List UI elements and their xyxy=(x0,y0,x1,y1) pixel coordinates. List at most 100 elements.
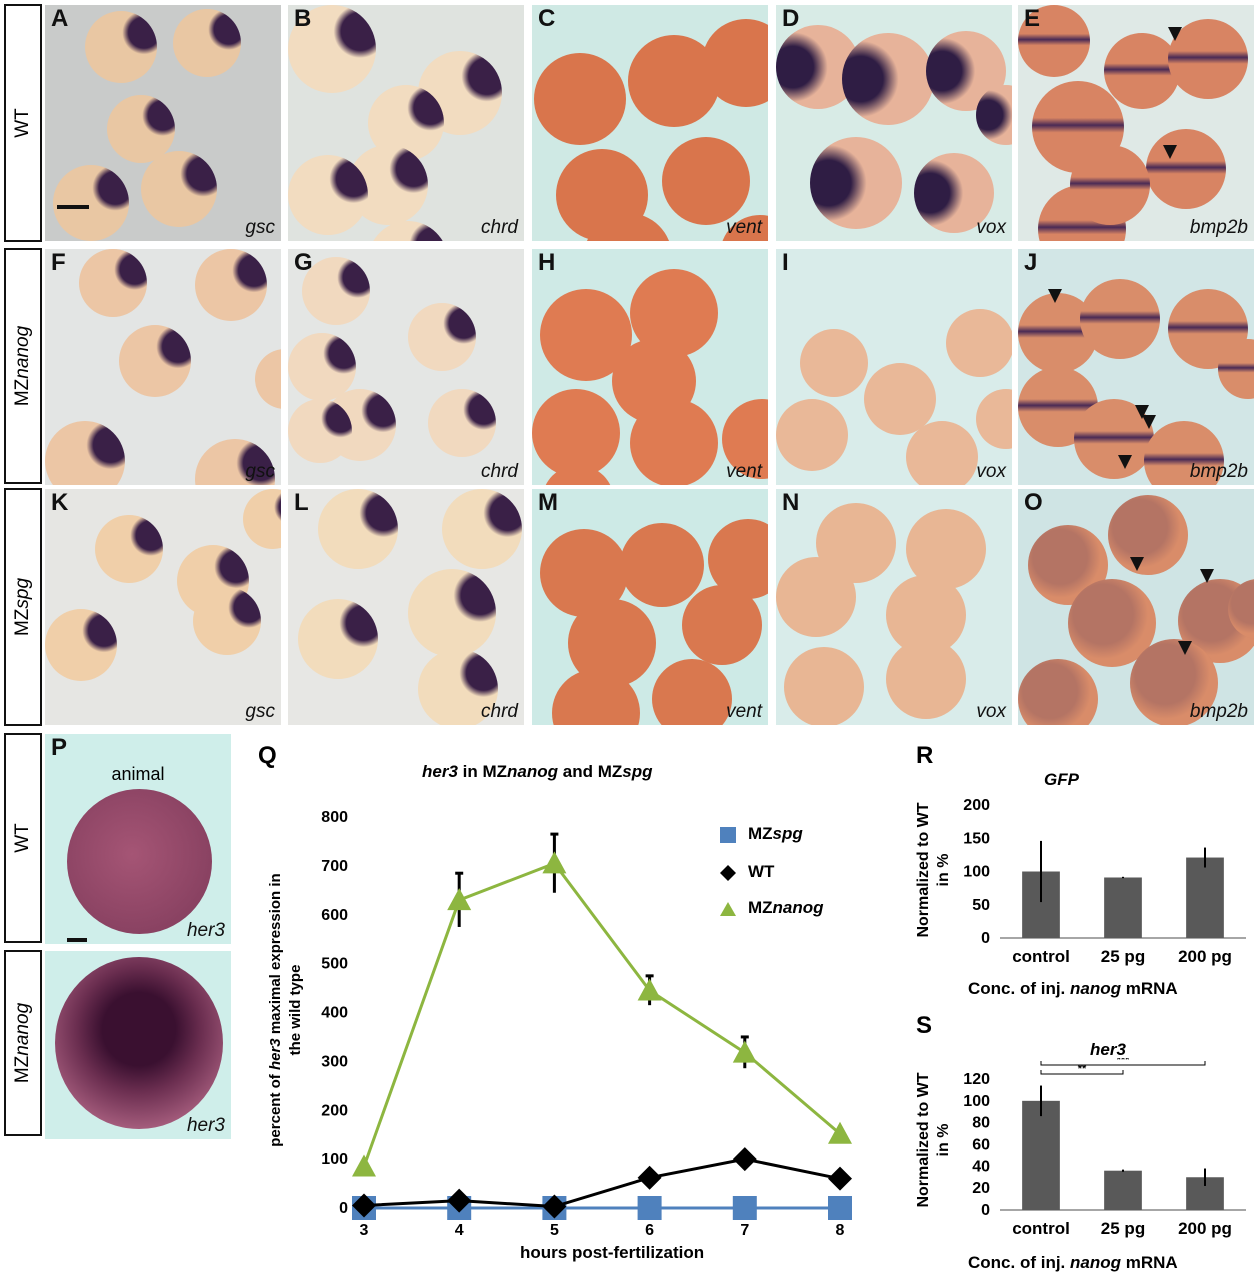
panel-letter: O xyxy=(1024,489,1043,516)
gene-label: gsc xyxy=(245,701,275,722)
panel-letter: F xyxy=(51,249,66,276)
title-part: in MZ xyxy=(457,762,508,781)
embryo xyxy=(288,399,352,463)
embryo xyxy=(95,515,163,583)
legend-diamond-icon xyxy=(720,864,736,881)
significance-bracket xyxy=(1040,1070,1124,1075)
legend-item-mznanog: MZnanog xyxy=(718,898,824,919)
legend-marker-mzspg xyxy=(720,826,736,843)
embryo xyxy=(288,333,356,401)
arrowhead-icon xyxy=(1142,415,1156,429)
embryo xyxy=(630,399,718,485)
embryo xyxy=(914,153,994,233)
legend-label-gene: spg xyxy=(772,824,803,843)
title-gene: spg xyxy=(622,762,653,781)
legend-square-icon xyxy=(720,826,736,843)
embryo xyxy=(45,421,125,485)
ylabel-part: maximal expression in xyxy=(267,873,284,1039)
title-part: and MZ xyxy=(558,762,623,781)
embryo xyxy=(368,221,448,241)
xlabel-part: mRNA xyxy=(1121,1253,1178,1272)
panel-letter: P xyxy=(51,734,68,761)
embryo xyxy=(1144,421,1224,485)
data-point-mzspg xyxy=(732,1196,757,1220)
embryo xyxy=(800,329,868,397)
data-point-mzspg xyxy=(828,1196,852,1220)
row-label-p-mznanog: MZnanog xyxy=(4,950,42,1136)
arrowhead-icon xyxy=(1200,569,1214,583)
chart-s-title: her3 xyxy=(1090,1040,1126,1059)
gene-label: vent xyxy=(726,461,762,482)
bar xyxy=(1022,1100,1060,1210)
embryo xyxy=(906,421,978,485)
embryo xyxy=(442,489,522,569)
row-label-p-wt: WT xyxy=(4,733,42,943)
embryo xyxy=(532,389,620,477)
embryo xyxy=(195,249,267,321)
xlabel-gene: nanog xyxy=(1070,1253,1121,1272)
embryo xyxy=(652,659,732,725)
data-point-mzspg xyxy=(637,1196,662,1220)
embryo xyxy=(946,309,1012,377)
gene-label: her3 xyxy=(186,1115,225,1136)
scale-bar xyxy=(57,205,89,209)
y-tick-label: 400 xyxy=(321,1005,348,1022)
ylabel-line1: Normalized to WT xyxy=(915,1072,932,1208)
chart-q-xlabel: hours post-fertilization xyxy=(520,1243,705,1262)
y-tick-label: 0 xyxy=(981,1202,990,1219)
animal-label: animal xyxy=(111,764,165,784)
panel-letter: I xyxy=(782,249,789,276)
gene-label: vent xyxy=(726,701,762,722)
embryo xyxy=(784,647,864,725)
panel-letter: H xyxy=(538,249,556,276)
embryo xyxy=(776,399,848,471)
ylabel-line1: Normalized to WT xyxy=(915,802,932,938)
chart-q-title: her3 in MZnanog and MZspg xyxy=(422,762,652,782)
legend-label: WT xyxy=(748,862,775,881)
embryo xyxy=(298,599,378,679)
scale-bar xyxy=(67,938,87,942)
bar xyxy=(1104,1170,1142,1210)
panel-letter: C xyxy=(538,5,556,32)
xlabel-gene: nanog xyxy=(1070,979,1121,998)
panel-letter: B xyxy=(294,5,312,32)
panel-letter: D xyxy=(782,5,800,32)
arrowhead-icon xyxy=(1118,455,1132,469)
data-point-mznanog xyxy=(637,978,662,1001)
embryo xyxy=(119,325,191,397)
gene-label: chrd xyxy=(481,217,518,238)
y-tick-label: 60 xyxy=(972,1137,990,1154)
legend-item-mzspg: MZspg xyxy=(718,824,803,845)
legend-triangle-icon xyxy=(720,901,736,916)
data-point-wt xyxy=(732,1147,757,1172)
x-tick-label: 8 xyxy=(836,1222,845,1239)
arrowhead-icon xyxy=(1130,557,1144,571)
embryo xyxy=(682,585,762,665)
y-tick-label: 500 xyxy=(321,956,348,973)
embryo xyxy=(288,5,376,93)
panel-letter: A xyxy=(51,5,69,32)
data-point-wt xyxy=(447,1188,472,1213)
panel-letter-q: Q xyxy=(258,742,277,769)
embryo xyxy=(107,95,175,163)
x-tick-label: 7 xyxy=(740,1222,749,1239)
series-line-mznanog xyxy=(362,861,841,1167)
ylabel-part: percent of xyxy=(267,1070,284,1147)
y-tick-label: 600 xyxy=(321,907,348,924)
embryo xyxy=(408,569,496,657)
panel-letter-r: R xyxy=(916,742,934,769)
x-tick-label: 5 xyxy=(550,1222,559,1239)
embryo xyxy=(255,349,281,409)
xlabel-part: mRNA xyxy=(1121,979,1178,998)
y-tick-label: 150 xyxy=(963,830,990,847)
